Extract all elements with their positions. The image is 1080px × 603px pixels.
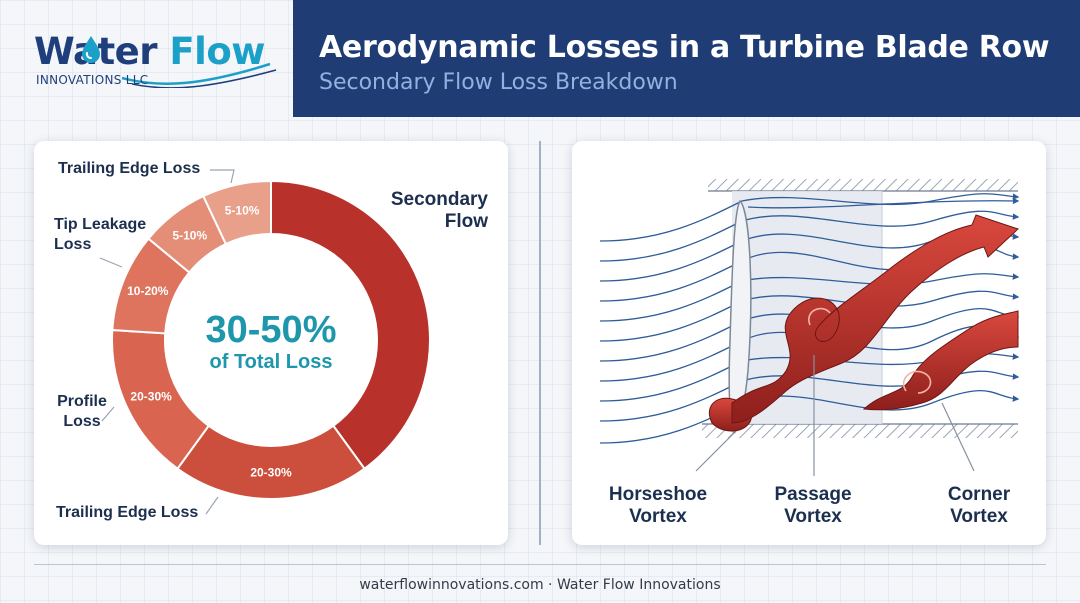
callout-line-trailing-top <box>210 169 235 184</box>
loss-donut-chart: 20-30% 20-30% 10-20% 5-10% 5-10% <box>99 169 431 515</box>
callout-profile-loss: Profile Loss <box>48 392 116 432</box>
loss-breakdown-panel: 20-30% 20-30% 10-20% 5-10% 5-10% 30-50% of T… <box>34 141 508 545</box>
callout-profile-line2: Loss <box>63 413 101 430</box>
corner-vortex-tube <box>862 310 1019 411</box>
label-passage-line1: Passage <box>774 484 851 505</box>
label-horseshoe-line1: Horseshoe <box>609 484 707 505</box>
streamline-top <box>747 197 1020 209</box>
turbine-blade <box>728 199 752 434</box>
leader-horseshoe <box>695 432 735 472</box>
label-leaders <box>695 355 975 476</box>
vortex-labels: Horseshoe Vortex Passage Vortex Corner V… <box>609 484 1011 527</box>
header-banner: Aerodynamic Losses in a Turbine Blade Ro… <box>293 0 1080 117</box>
footer-divider <box>34 564 1046 565</box>
passage-vortex-tube <box>731 214 1019 424</box>
callout-secondary-line2: Flow <box>444 211 488 232</box>
callout-lines <box>99 169 235 515</box>
donut-segment-label-5: 5-10% <box>225 204 260 218</box>
page-subtitle: Secondary Flow Loss Breakdown <box>319 70 678 95</box>
endwall-hatching <box>702 179 1018 438</box>
donut-segment-label-1: 20-30% <box>250 466 292 480</box>
label-corner-line2: Vortex <box>950 506 1008 527</box>
donut-segment-label-2: 20-30% <box>130 389 172 403</box>
streamline-0 <box>599 193 1020 242</box>
water-drop-icon <box>82 36 100 63</box>
callout-tip-line1: Tip Leakage <box>54 216 147 233</box>
logo-wordmark: Water Flow <box>34 30 265 73</box>
callout-line-tip-leakage <box>99 257 123 268</box>
streamline-1 <box>599 210 1020 262</box>
leader-corner <box>941 402 975 472</box>
corner-vortex-loop <box>902 370 932 394</box>
center-percentage: 30-50% <box>205 309 337 351</box>
streamline-10 <box>599 390 1020 444</box>
company-logo: Water Flow INNOVATIONS LLC <box>0 0 292 117</box>
callout-profile-line1: Profile <box>57 393 107 410</box>
donut-segment-label-3: 10-20% <box>127 284 169 298</box>
label-horseshoe-line2: Vortex <box>629 506 687 527</box>
passage-vortex-loop <box>808 307 831 326</box>
callout-tip-leakage: Tip Leakage Loss <box>54 215 146 255</box>
callout-trailing-edge-bottom: Trailing Edge Loss <box>56 504 199 521</box>
donut-segment-label-4: 5-10% <box>172 228 207 242</box>
panel-divider <box>539 141 541 545</box>
callout-secondary-line1: Secondary <box>390 189 488 210</box>
logo-name-flow: Flow <box>169 30 265 73</box>
callout-secondary-flow: Secondary Flow <box>391 189 488 233</box>
secondary-flow-illustration: Horseshoe Vortex Passage Vortex Corner V… <box>599 179 1020 527</box>
callout-tip-line2: Loss <box>54 236 92 253</box>
streamline-4 <box>599 273 1020 322</box>
footer-text: waterflowinnovations.com · Water Flow In… <box>359 577 721 593</box>
vortex-diagram-panel: Horseshoe Vortex Passage Vortex Corner V… <box>572 141 1046 545</box>
callout-line-profile <box>101 406 115 422</box>
label-passage-line2: Vortex <box>784 506 842 527</box>
vortex-tubes <box>708 214 1019 432</box>
logo-company-suffix: INNOVATIONS LLC <box>36 73 149 87</box>
logo-wave-icon <box>121 62 277 88</box>
callout-trailing-edge-top: Trailing Edge Loss <box>58 160 201 177</box>
center-percentage-label: of Total Loss <box>209 351 333 373</box>
streamline-9 <box>599 370 1020 422</box>
donut-segment-1 <box>176 424 366 500</box>
label-corner-line1: Corner <box>948 484 1011 505</box>
page-title: Aerodynamic Losses in a Turbine Blade Ro… <box>319 30 1050 65</box>
donut-segment-0 <box>270 179 431 471</box>
donut-segment-5 <box>201 179 272 246</box>
callout-line-trailing-bottom <box>205 496 219 515</box>
